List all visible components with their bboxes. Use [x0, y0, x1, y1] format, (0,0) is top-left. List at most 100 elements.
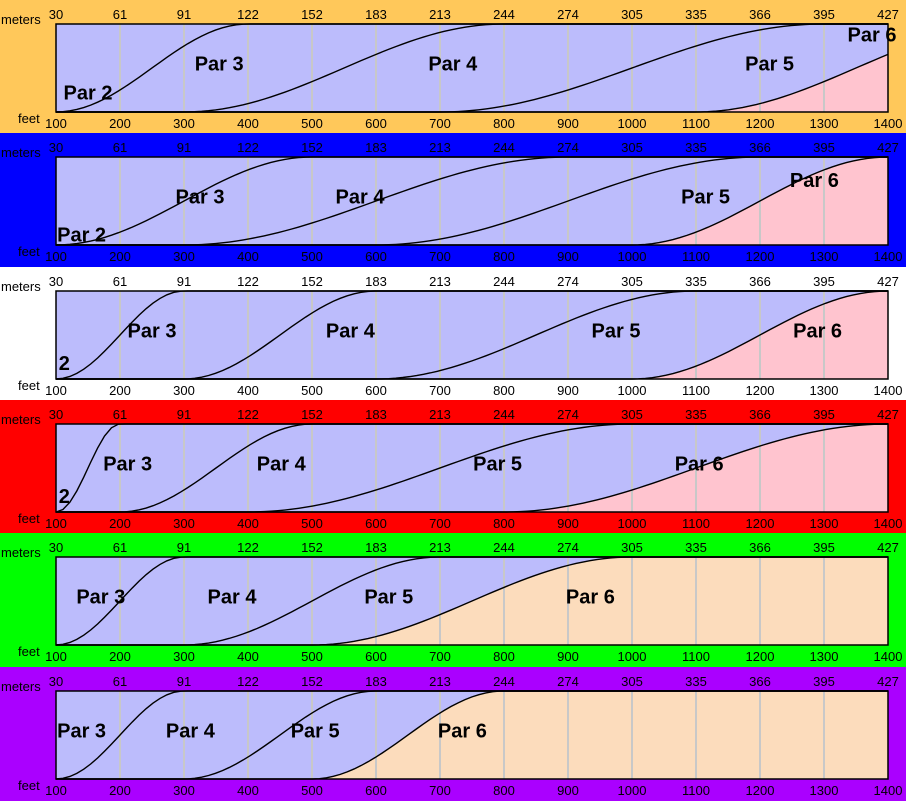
par-label: 2 [59, 353, 70, 375]
par-label: 2 [59, 486, 70, 508]
feet-unit-label: feet [18, 244, 40, 259]
feet-tick-label: 500 [301, 783, 323, 798]
meter-tick-label: 122 [237, 7, 259, 22]
meter-tick-label: 274 [557, 7, 579, 22]
feet-tick-label: 300 [173, 249, 195, 264]
meter-tick-label: 244 [493, 674, 515, 689]
feet-tick-label: 100 [45, 649, 67, 664]
feet-tick-label: 1200 [746, 249, 775, 264]
meter-tick-label: 366 [749, 7, 771, 22]
plot-frame [55, 23, 889, 113]
feet-tick-label: 400 [237, 516, 259, 531]
meter-tick-label: 274 [557, 540, 579, 555]
feet-unit-label: feet [18, 111, 40, 126]
par-label: Par 4 [336, 187, 386, 209]
meter-tick-label: 152 [301, 407, 323, 422]
feet-tick-label: 1300 [810, 516, 839, 531]
meter-tick-label: 366 [749, 674, 771, 689]
meter-tick-label: 61 [113, 140, 127, 155]
par-label: Par 6 [438, 720, 487, 742]
feet-tick-label: 1100 [682, 249, 710, 264]
region-fill [56, 24, 888, 112]
meter-tick-label: 183 [365, 140, 387, 155]
meter-tick-label: 244 [493, 407, 515, 422]
feet-tick-label: 600 [365, 249, 387, 264]
meter-tick-label: 183 [365, 7, 387, 22]
meter-tick-label: 427 [877, 274, 899, 289]
meter-tick-label: 183 [365, 407, 387, 422]
chart-panel: 30 61 91 122 152 183 213 244 274 305 335 366 395 427 1… [0, 533, 906, 668]
feet-tick-label: 800 [493, 516, 515, 531]
feet-tick-label: 500 [301, 516, 323, 531]
meters-unit-label: meters [1, 412, 41, 427]
feet-tick-label: 1100 [682, 383, 710, 398]
chart-panel: 30 61 91 122 152 183 213 244 274 305 335 366 395 427 1… [0, 0, 906, 134]
meter-tick-label: 30 [49, 407, 63, 422]
par-label: Par 6 [793, 320, 842, 342]
meter-tick-label: 213 [429, 140, 451, 155]
feet-tick-label: 500 [301, 383, 323, 398]
feet-tick-label: 100 [45, 516, 67, 531]
par-label: Par 2 [57, 225, 106, 247]
meter-tick-label: 274 [557, 274, 579, 289]
feet-tick-label: 500 [301, 249, 323, 264]
feet-unit-label: feet [18, 378, 40, 393]
feet-tick-label: 700 [429, 249, 451, 264]
panel-svg: 30 61 91 122 152 183 213 244 274 305 335 366 395 427 1… [1, 274, 902, 398]
feet-unit-label: feet [18, 511, 40, 526]
meter-tick-label: 122 [237, 674, 259, 689]
par-label: Par 5 [681, 187, 730, 209]
panel-svg: 30 61 91 122 152 183 213 244 274 305 335 366 395 427 1… [1, 674, 902, 798]
feet-tick-label: 1000 [618, 116, 647, 131]
meter-tick-label: 91 [177, 540, 191, 555]
meter-tick-label: 61 [113, 407, 127, 422]
meter-tick-label: 427 [877, 7, 899, 22]
feet-tick-label: 200 [109, 116, 131, 131]
feet-tick-label: 100 [45, 383, 67, 398]
feet-tick-label: 1400 [874, 516, 903, 531]
par-label: Par 5 [291, 720, 340, 742]
feet-tick-label: 1200 [746, 516, 775, 531]
meter-tick-label: 30 [49, 7, 63, 22]
feet-tick-label: 100 [45, 116, 67, 131]
feet-tick-label: 1200 [746, 783, 775, 798]
meter-tick-label: 122 [237, 407, 259, 422]
feet-tick-label: 400 [237, 649, 259, 664]
feet-tick-label: 700 [429, 783, 451, 798]
meter-tick-label: 395 [813, 274, 835, 289]
feet-tick-label: 1300 [810, 649, 839, 664]
meter-tick-label: 244 [493, 7, 515, 22]
feet-tick-label: 900 [557, 783, 579, 798]
meter-tick-label: 244 [493, 540, 515, 555]
feet-tick-label: 500 [301, 116, 323, 131]
par-label: Par 4 [257, 454, 307, 476]
meter-tick-label: 335 [685, 407, 707, 422]
feet-tick-label: 1100 [682, 649, 710, 664]
region-fill [56, 290, 888, 379]
meter-tick-label: 395 [813, 140, 835, 155]
par-label: Par 3 [195, 54, 244, 76]
par-label: Par 3 [57, 720, 106, 742]
meter-tick-label: 366 [749, 274, 771, 289]
feet-tick-label: 800 [493, 649, 515, 664]
meter-tick-label: 395 [813, 407, 835, 422]
par-label: Par 6 [675, 454, 724, 476]
meter-tick-label: 366 [749, 540, 771, 555]
par-label: Par 3 [176, 187, 225, 209]
feet-tick-label: 1000 [618, 249, 647, 264]
feet-tick-label: 700 [429, 649, 451, 664]
meter-tick-label: 274 [557, 140, 579, 155]
meter-tick-label: 122 [237, 274, 259, 289]
feet-tick-label: 500 [301, 649, 323, 664]
meter-tick-label: 122 [237, 540, 259, 555]
meter-tick-label: 152 [301, 274, 323, 289]
feet-tick-label: 1200 [746, 383, 775, 398]
meter-tick-label: 91 [177, 274, 191, 289]
par-label: Par 5 [745, 54, 794, 76]
feet-tick-label: 900 [557, 649, 579, 664]
par-label: Par 3 [76, 587, 125, 609]
meter-tick-label: 305 [621, 7, 643, 22]
feet-tick-label: 200 [109, 783, 131, 798]
par-label: Par 4 [208, 587, 258, 609]
